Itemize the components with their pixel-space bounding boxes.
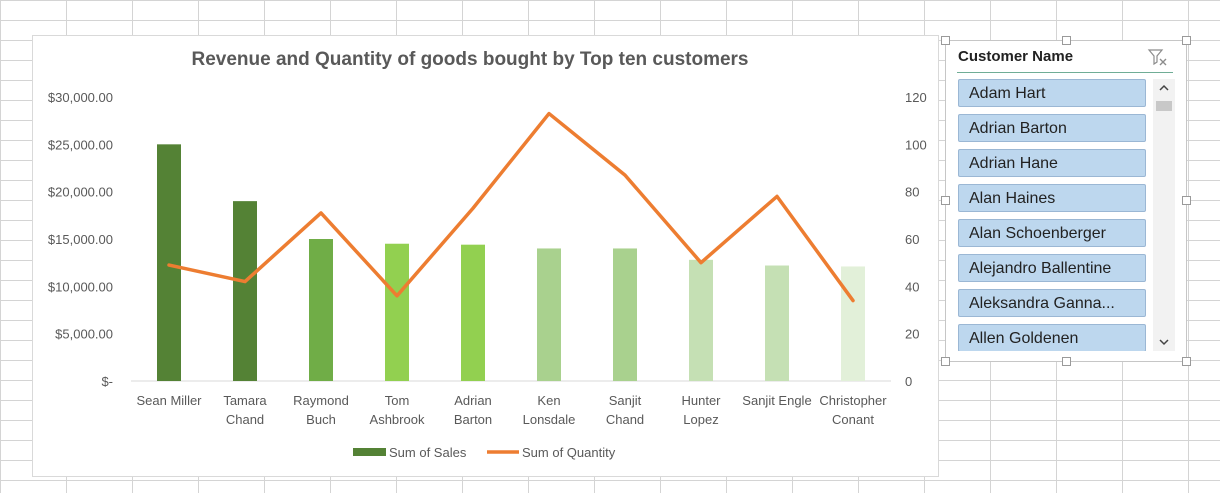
slicer-item-label: Allen Goldenen	[969, 330, 1079, 347]
resize-handle-top[interactable]	[1062, 36, 1071, 45]
x-tick-label: Christopher	[819, 393, 887, 408]
slicer-item[interactable]: Adrian Barton	[958, 114, 1146, 142]
y-left-tick-label: $20,000.00	[48, 185, 113, 200]
line-series	[167, 111, 855, 303]
y-axis-left: $- $5,000.00 $10,000.00 $15,000.00 $20,000.0…	[48, 90, 113, 389]
resize-handle-top-left[interactable]	[941, 36, 950, 45]
x-tick-label: Tamara	[223, 393, 267, 408]
x-axis-labels: Sean Miller Tamara Chand Raymond Buch Tom Ashb…	[136, 393, 887, 427]
bar-series	[157, 144, 865, 381]
slicer-item[interactable]: Alejandro Ballentine	[958, 254, 1146, 282]
bar	[537, 248, 561, 381]
slicer-item[interactable]: Aleksandra Ganna...	[958, 289, 1146, 317]
slicer-item-label: Adam Hart	[969, 85, 1046, 102]
chevron-down-icon[interactable]	[1153, 333, 1175, 351]
bar	[309, 239, 333, 381]
resize-handle-bottom-left[interactable]	[941, 357, 950, 366]
bar	[841, 266, 865, 381]
y-left-tick-label: $10,000.00	[48, 279, 113, 294]
y-right-tick-label: 40	[905, 279, 919, 294]
resize-handle-top-right[interactable]	[1182, 36, 1191, 45]
legend-swatch-sales	[353, 448, 386, 456]
x-tick-label: Buch	[306, 412, 336, 427]
slicer-item-label: Alejandro Ballentine	[969, 260, 1112, 277]
y-axis-right: 0 20 40 60 80 100 120	[905, 90, 927, 389]
slicer-item[interactable]: Alan Haines	[958, 184, 1146, 212]
slicer-item-label: Adrian Hane	[969, 155, 1058, 172]
slicer-item-label: Alan Haines	[969, 190, 1056, 207]
resize-handle-right[interactable]	[1182, 196, 1191, 205]
slicer-item[interactable]: Adam Hart	[958, 79, 1146, 107]
clear-filter-icon[interactable]	[1147, 48, 1169, 68]
x-tick-label: Ken	[537, 393, 560, 408]
y-right-tick-label: 120	[905, 90, 927, 105]
scrollbar-thumb[interactable]	[1156, 101, 1172, 111]
legend-label-quantity: Sum of Quantity	[522, 445, 616, 460]
chart-title: Revenue and Quantity of goods bought by …	[191, 49, 748, 70]
y-right-tick-label: 20	[905, 327, 919, 342]
resize-handle-bottom-right[interactable]	[1182, 357, 1191, 366]
y-left-tick-label: $-	[101, 374, 113, 389]
x-tick-label: Raymond	[293, 393, 349, 408]
slicer-item[interactable]: Adrian Hane	[958, 149, 1146, 177]
x-tick-label: Ashbrook	[370, 412, 425, 427]
bar	[689, 259, 713, 381]
bar	[157, 144, 181, 381]
legend-label-sales: Sum of Sales	[389, 445, 467, 460]
slicer-item-list: Adam Hart Adrian Barton Adrian Hane Alan…	[958, 79, 1148, 351]
x-tick-label: Sanjit Engle	[742, 393, 811, 408]
customer-slicer[interactable]: Customer Name Adam Hart Adrian Barton Ad…	[941, 36, 1191, 366]
x-tick-label: Chand	[226, 412, 264, 427]
slicer-item-label: Adrian Barton	[969, 120, 1067, 137]
slicer-item-label: Alan Schoenberger	[969, 225, 1106, 242]
x-tick-label: Conant	[832, 412, 874, 427]
chart-area[interactable]: Revenue and Quantity of goods bought by …	[32, 35, 939, 477]
x-tick-label: Adrian	[454, 393, 492, 408]
legend: Sum of Sales Sum of Quantity	[353, 445, 616, 460]
bar	[385, 243, 409, 381]
x-tick-label: Hunter	[681, 393, 721, 408]
y-right-tick-label: 80	[905, 185, 919, 200]
slicer-header: Customer Name	[957, 47, 1173, 73]
x-tick-label: Lonsdale	[523, 412, 576, 427]
x-tick-label: Sanjit	[609, 393, 642, 408]
slicer-item-label: Aleksandra Ganna...	[969, 295, 1115, 312]
y-right-tick-label: 100	[905, 137, 927, 152]
resize-handle-left[interactable]	[941, 196, 950, 205]
x-tick-label: Tom	[385, 393, 410, 408]
y-left-tick-label: $30,000.00	[48, 90, 113, 105]
x-tick-label: Chand	[606, 412, 644, 427]
bar	[233, 201, 257, 381]
bar	[765, 265, 789, 381]
x-tick-label: Sean Miller	[136, 393, 202, 408]
combo-chart: Revenue and Quantity of goods bought by …	[48, 49, 927, 460]
chevron-up-icon[interactable]	[1153, 79, 1175, 97]
slicer-item[interactable]: Alan Schoenberger	[958, 219, 1146, 247]
y-right-tick-label: 60	[905, 232, 919, 247]
y-left-tick-label: $5,000.00	[55, 327, 113, 342]
bar	[613, 248, 637, 381]
x-tick-label: Barton	[454, 412, 492, 427]
resize-handle-bottom[interactable]	[1062, 357, 1071, 366]
bar	[461, 244, 485, 381]
x-tick-label: Lopez	[683, 412, 718, 427]
y-left-tick-label: $15,000.00	[48, 232, 113, 247]
slicer-item[interactable]: Allen Goldenen	[958, 324, 1146, 351]
y-left-tick-label: $25,000.00	[48, 137, 113, 152]
slicer-title: Customer Name	[958, 48, 1074, 65]
y-right-tick-label: 0	[905, 374, 912, 389]
slicer-scrollbar[interactable]	[1153, 79, 1175, 351]
